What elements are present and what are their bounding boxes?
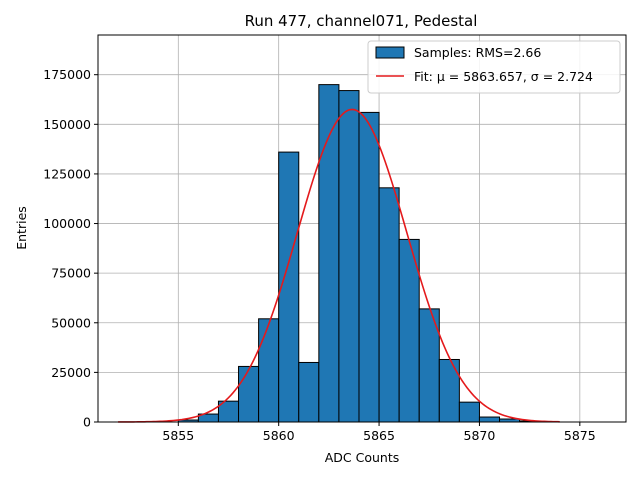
histogram-bar <box>478 416 501 423</box>
legend-samples-swatch <box>375 46 405 59</box>
y-tick-label: 50000 <box>51 315 91 330</box>
y-tick-label: 75000 <box>51 266 91 281</box>
histogram-bar <box>458 401 480 423</box>
y-axis-ticks: 0 25000 50000 75000 100000 125000 150000 175000 <box>43 67 98 430</box>
legend-samples-label: Samples: RMS=2.66 <box>414 45 541 60</box>
histogram-bar <box>238 365 260 423</box>
x-tick-label: 5875 <box>564 428 596 443</box>
y-tick-label: 175000 <box>43 67 91 82</box>
y-tick-label: 25000 <box>51 365 91 380</box>
histogram-bars <box>177 84 541 423</box>
y-tick-label: 100000 <box>43 216 91 231</box>
histogram-bar <box>438 358 460 423</box>
y-axis-label: Entries <box>14 206 29 250</box>
y-tick-label: 125000 <box>43 166 91 181</box>
x-axis-label: ADC Counts <box>325 450 400 465</box>
fit-curve <box>118 108 560 423</box>
histogram-bar <box>358 111 380 423</box>
x-axis-ticks: 5855 5860 5865 5870 5875 <box>162 422 596 443</box>
histogram-bar <box>258 318 280 423</box>
legend-fit-label: Fit: μ = 5863.657, σ = 2.724 <box>414 69 593 84</box>
histogram-bar <box>338 90 360 423</box>
legend: Samples: RMS=2.66 Fit: μ = 5863.657, σ =… <box>367 40 621 94</box>
x-tick-label: 5860 <box>263 428 295 443</box>
chart-title: Run 477, channel071, Pedestal <box>245 12 478 30</box>
legend-box <box>367 40 621 94</box>
histogram-bar <box>298 361 320 423</box>
plot-frame <box>97 34 627 423</box>
x-tick-label: 5865 <box>363 428 395 443</box>
x-tick-label: 5870 <box>464 428 496 443</box>
x-tick-label: 5855 <box>162 428 194 443</box>
y-tick-label: 0 <box>83 415 91 430</box>
histogram-bar <box>378 187 400 423</box>
y-tick-label: 150000 <box>43 117 91 132</box>
